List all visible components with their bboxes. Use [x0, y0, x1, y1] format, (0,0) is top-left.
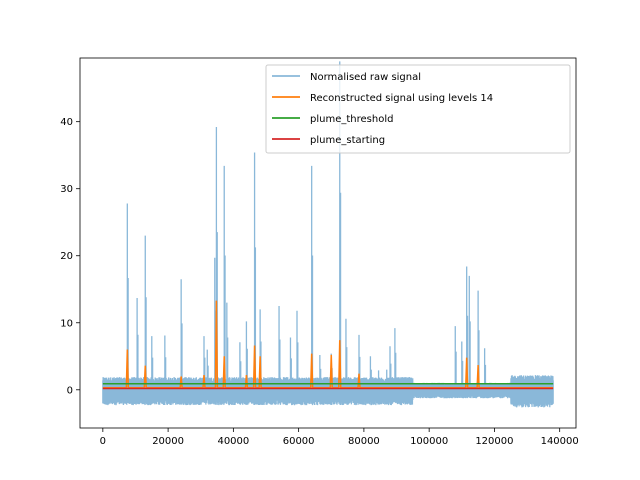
series-layer — [102, 61, 554, 408]
series-reconstructed-signal — [102, 300, 554, 389]
y-tick-label: 10 — [60, 318, 73, 329]
legend-label: plume_starting — [310, 135, 385, 146]
x-axis: 0 20000 40000 60000 80000 100000 120000 140000 — [100, 428, 579, 447]
x-tick-label: 100000 — [410, 436, 448, 447]
legend-box — [265, 64, 571, 154]
y-tick-label: 40 — [60, 117, 73, 128]
legend-label: plume_threshold — [310, 114, 393, 125]
plot-frame — [79, 57, 577, 429]
x-tick-label: 20000 — [152, 436, 184, 447]
x-tick-label: 140000 — [541, 436, 579, 447]
legend: Normalised raw signal Reconstructed signa… — [265, 64, 571, 154]
y-tick-label: 30 — [60, 184, 73, 195]
x-tick-label: 0 — [100, 436, 106, 447]
legend-label: Reconstructed signal using levels 14 — [310, 93, 493, 104]
x-tick-label: 40000 — [217, 436, 249, 447]
y-tick-label: 0 — [67, 385, 73, 396]
x-tick-label: 80000 — [348, 436, 380, 447]
legend-label: Normalised raw signal — [310, 72, 421, 83]
y-tick-label: 20 — [60, 251, 73, 262]
x-tick-label: 60000 — [283, 436, 315, 447]
y-axis: 0 10 20 30 40 — [60, 117, 80, 396]
x-tick-label: 120000 — [475, 436, 513, 447]
